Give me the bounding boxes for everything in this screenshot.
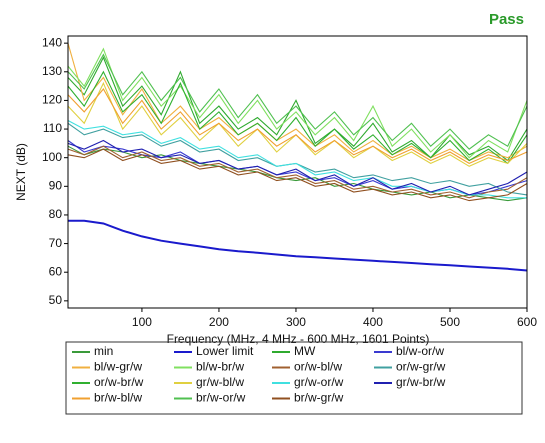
y-tick-label: 60 — [49, 264, 63, 278]
x-axis-label: Frequency (MHz, 4 MHz - 600 MHz, 1601 Po… — [167, 332, 430, 346]
series-line — [68, 219, 528, 272]
x-tick-label: 400 — [363, 315, 383, 329]
legend-label: br/w-or/w — [196, 391, 246, 405]
legend-label: gr/w-or/w — [294, 375, 344, 389]
plot-area — [67, 43, 528, 272]
legend-label: br/w-bl/w — [94, 391, 142, 405]
x-tick-label: 300 — [286, 315, 306, 329]
legend-label: bl/w-br/w — [196, 360, 244, 374]
legend-label: or/w-bl/w — [294, 360, 342, 374]
legend-label: br/w-gr/w — [294, 391, 344, 405]
series-line — [67, 53, 528, 150]
status: Pass — [489, 11, 524, 28]
y-tick-label: 50 — [49, 293, 63, 307]
x-tick-label: 200 — [209, 315, 229, 329]
series-line — [67, 43, 528, 162]
legend-label: Lower limit — [196, 344, 254, 358]
x-tick-label: 600 — [517, 315, 537, 329]
legend-label: gr/w-br/w — [396, 375, 446, 389]
legend-label: or/w-gr/w — [396, 360, 446, 374]
y-tick-label: 100 — [42, 150, 62, 164]
series-line — [67, 88, 528, 165]
y-tick-label: 110 — [43, 121, 62, 135]
legend-box — [65, 341, 523, 415]
legend-label: or/w-br/w — [94, 375, 144, 389]
legend-label: bl/w-or/w — [396, 344, 444, 358]
x-tick-label: 100 — [132, 315, 152, 329]
y-tick-label: 70 — [49, 236, 63, 250]
y-axis-label: NEXT (dB) — [14, 143, 28, 201]
y-tick-label: 80 — [49, 207, 63, 221]
y-tick-label: 140 — [42, 35, 62, 49]
legend-label: MW — [294, 344, 316, 358]
series-line — [67, 148, 528, 202]
legend-label: gr/w-bl/w — [196, 375, 244, 389]
series-line — [67, 47, 528, 159]
x-tick-label: 500 — [440, 315, 460, 329]
series-line — [67, 120, 527, 199]
legend-label: min — [94, 344, 113, 358]
series-line — [67, 145, 528, 202]
y-tick-label: 90 — [49, 178, 63, 192]
series-line — [67, 145, 528, 199]
plot-frame — [67, 35, 528, 309]
series-line — [67, 70, 528, 165]
y-tick-label: 120 — [42, 93, 62, 107]
legend-label: bl/w-gr/w — [94, 360, 142, 374]
series-line — [67, 139, 528, 196]
y-tick-label: 130 — [42, 64, 62, 78]
legend: min Lower limit MW bl/w-or/w bl/w-gr/w bl/w-b… — [72, 344, 446, 405]
